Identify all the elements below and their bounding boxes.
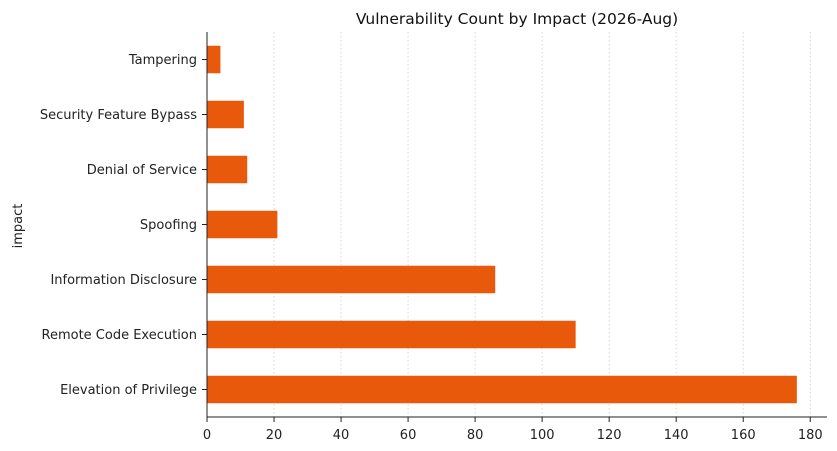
x-tick-label: 0 [203, 428, 211, 443]
bar [207, 100, 244, 129]
x-tick-label: 80 [467, 428, 484, 443]
bar [207, 265, 496, 294]
category-label: Elevation of Privilege [60, 383, 197, 398]
category-label: Information Disclosure [50, 273, 197, 288]
bar [207, 155, 248, 184]
grid-lines [206, 32, 811, 417]
x-tick-label: 100 [530, 428, 555, 443]
x-tick-label: 20 [266, 428, 283, 443]
chart-title: Vulnerability Count by Impact (2026-Aug) [356, 10, 678, 28]
bar [207, 45, 221, 74]
x-tick-label: 60 [400, 428, 417, 443]
y-axis-label: impact [11, 204, 26, 249]
bars-group [207, 45, 797, 404]
x-tick-label: 160 [731, 428, 756, 443]
category-label: Security Feature Bypass [40, 108, 197, 123]
x-ticks-group: 0 20 40 60 80 100 120 140 160 180 [203, 417, 823, 443]
category-label: Tampering [128, 53, 197, 68]
category-label: Denial of Service [87, 163, 197, 178]
axes-group [206, 32, 827, 418]
category-label: Spoofing [140, 218, 197, 233]
bar [207, 320, 576, 349]
category-labels-group: Elevation of Privilege Remote Code Execut… [40, 53, 207, 398]
bar [207, 375, 797, 404]
x-tick-label: 40 [333, 428, 350, 443]
bar [207, 210, 278, 239]
category-label: Remote Code Execution [42, 328, 198, 343]
x-tick-label: 140 [664, 428, 689, 443]
x-tick-label: 180 [798, 428, 823, 443]
x-tick-label: 120 [597, 428, 622, 443]
